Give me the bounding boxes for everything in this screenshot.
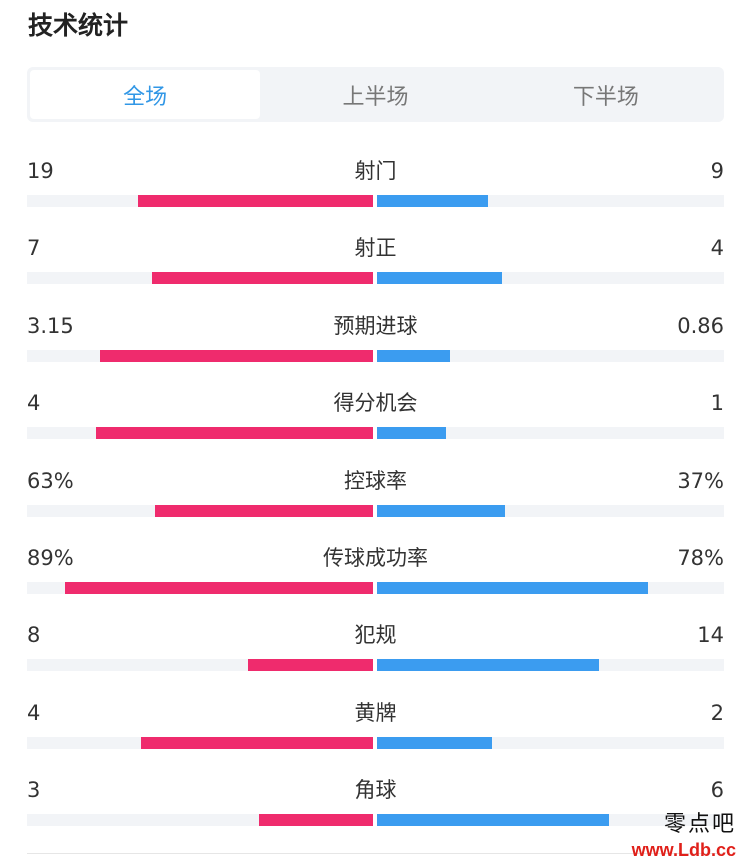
home-value: 3.15	[27, 313, 74, 338]
away-bar	[377, 659, 599, 672]
stat-bar-track	[27, 659, 724, 672]
stat-bar-track	[27, 272, 724, 285]
home-bar-track	[27, 504, 373, 517]
stat-label: 黄牌	[354, 700, 397, 725]
stat-row: 4 黄牌 2	[27, 687, 724, 764]
home-bar	[141, 736, 373, 749]
away-bar-track	[377, 272, 724, 285]
away-bar	[377, 504, 505, 517]
stat-row: 3.15 预期进球 0.86	[27, 300, 724, 377]
stat-label: 传球成功率	[323, 545, 428, 570]
home-bar	[65, 581, 373, 594]
stat-row: 19 射门 9	[27, 145, 724, 222]
away-value: 0.86	[677, 313, 724, 338]
home-bar-track	[27, 736, 373, 749]
period-tabs: 全场 上半场 下半场	[27, 67, 724, 122]
stat-row: 3 角球 6	[27, 764, 724, 841]
away-value: 2	[710, 700, 724, 725]
home-bar	[100, 349, 373, 362]
home-bar-track	[27, 814, 373, 827]
away-bar-track	[377, 581, 724, 594]
stat-bar-track	[27, 581, 724, 594]
home-value: 3	[27, 778, 41, 803]
stat-bar-track	[27, 195, 724, 207]
away-bar	[377, 349, 450, 362]
home-bar-track	[27, 659, 373, 672]
stat-bar-track	[27, 349, 724, 362]
away-bar-track	[377, 659, 724, 672]
away-bar-track	[377, 504, 724, 517]
home-value: 4	[27, 391, 41, 416]
stat-bar-track	[27, 504, 724, 517]
home-value: 8	[27, 623, 41, 648]
home-bar-track	[27, 272, 373, 285]
away-bar-track	[377, 427, 724, 440]
home-value: 7	[27, 236, 41, 261]
away-value: 14	[697, 623, 724, 648]
stat-label: 预期进球	[333, 313, 418, 338]
stat-label: 犯规	[354, 623, 397, 648]
stat-label: 射正	[354, 236, 397, 261]
tab-first-half[interactable]: 上半场	[342, 84, 409, 110]
home-bar	[259, 814, 373, 827]
away-bar	[377, 427, 446, 440]
stat-row: 4 得分机会 1	[27, 377, 724, 454]
tab-full-match[interactable]: 全场	[30, 70, 261, 119]
stat-row: 7 射正 4	[27, 222, 724, 299]
stat-row: 89% 传球成功率 78%	[27, 532, 724, 609]
away-bar	[377, 814, 609, 827]
away-bar-track	[377, 814, 724, 827]
tab-second-half[interactable]: 下半场	[572, 84, 639, 110]
home-value: 4	[27, 700, 41, 725]
home-bar	[138, 195, 373, 207]
divider	[27, 853, 724, 854]
away-value: 1	[710, 391, 724, 416]
home-bar	[248, 659, 373, 672]
home-bar-track	[27, 581, 373, 594]
watermark-url: www.Ldb.cc	[631, 840, 736, 859]
stat-label: 角球	[354, 778, 397, 803]
away-value: 37%	[677, 468, 724, 493]
away-value: 4	[710, 236, 724, 261]
stat-bar-track	[27, 427, 724, 440]
stat-bar-track	[27, 736, 724, 749]
away-bar	[377, 272, 502, 285]
away-value: 78%	[677, 545, 724, 570]
home-value: 89%	[27, 545, 74, 570]
watermark: 零点吧 www.Ldb.cc	[632, 806, 736, 859]
stat-label: 射门	[354, 159, 397, 183]
away-bar-track	[377, 195, 724, 207]
home-value: 63%	[27, 468, 74, 493]
stat-row: 8 犯规 14	[27, 609, 724, 686]
page-title: 技术统计	[28, 11, 129, 40]
away-bar	[377, 581, 648, 594]
home-bar	[155, 504, 373, 517]
away-bar	[377, 195, 488, 207]
away-value: 6	[710, 778, 724, 803]
home-bar-track	[27, 349, 373, 362]
home-bar-track	[27, 195, 373, 207]
home-value: 19	[27, 159, 54, 183]
away-bar-track	[377, 349, 724, 362]
home-bar	[152, 272, 373, 285]
stats-list: 19 射门 9 7 射正 4 3.15 预期进球 0.86 4 得分机会 1 63% 控球率 37% 89% 传…	[27, 145, 724, 842]
stat-bar-track	[27, 814, 724, 827]
away-bar-track	[377, 736, 724, 749]
stat-row: 63% 控球率 37%	[27, 455, 724, 532]
watermark-text: 零点吧	[663, 812, 736, 837]
away-value: 9	[710, 159, 724, 183]
stat-label: 控球率	[344, 468, 407, 493]
home-bar	[96, 427, 373, 440]
away-bar	[377, 736, 492, 749]
stat-label: 得分机会	[333, 391, 418, 416]
home-bar-track	[27, 427, 373, 440]
